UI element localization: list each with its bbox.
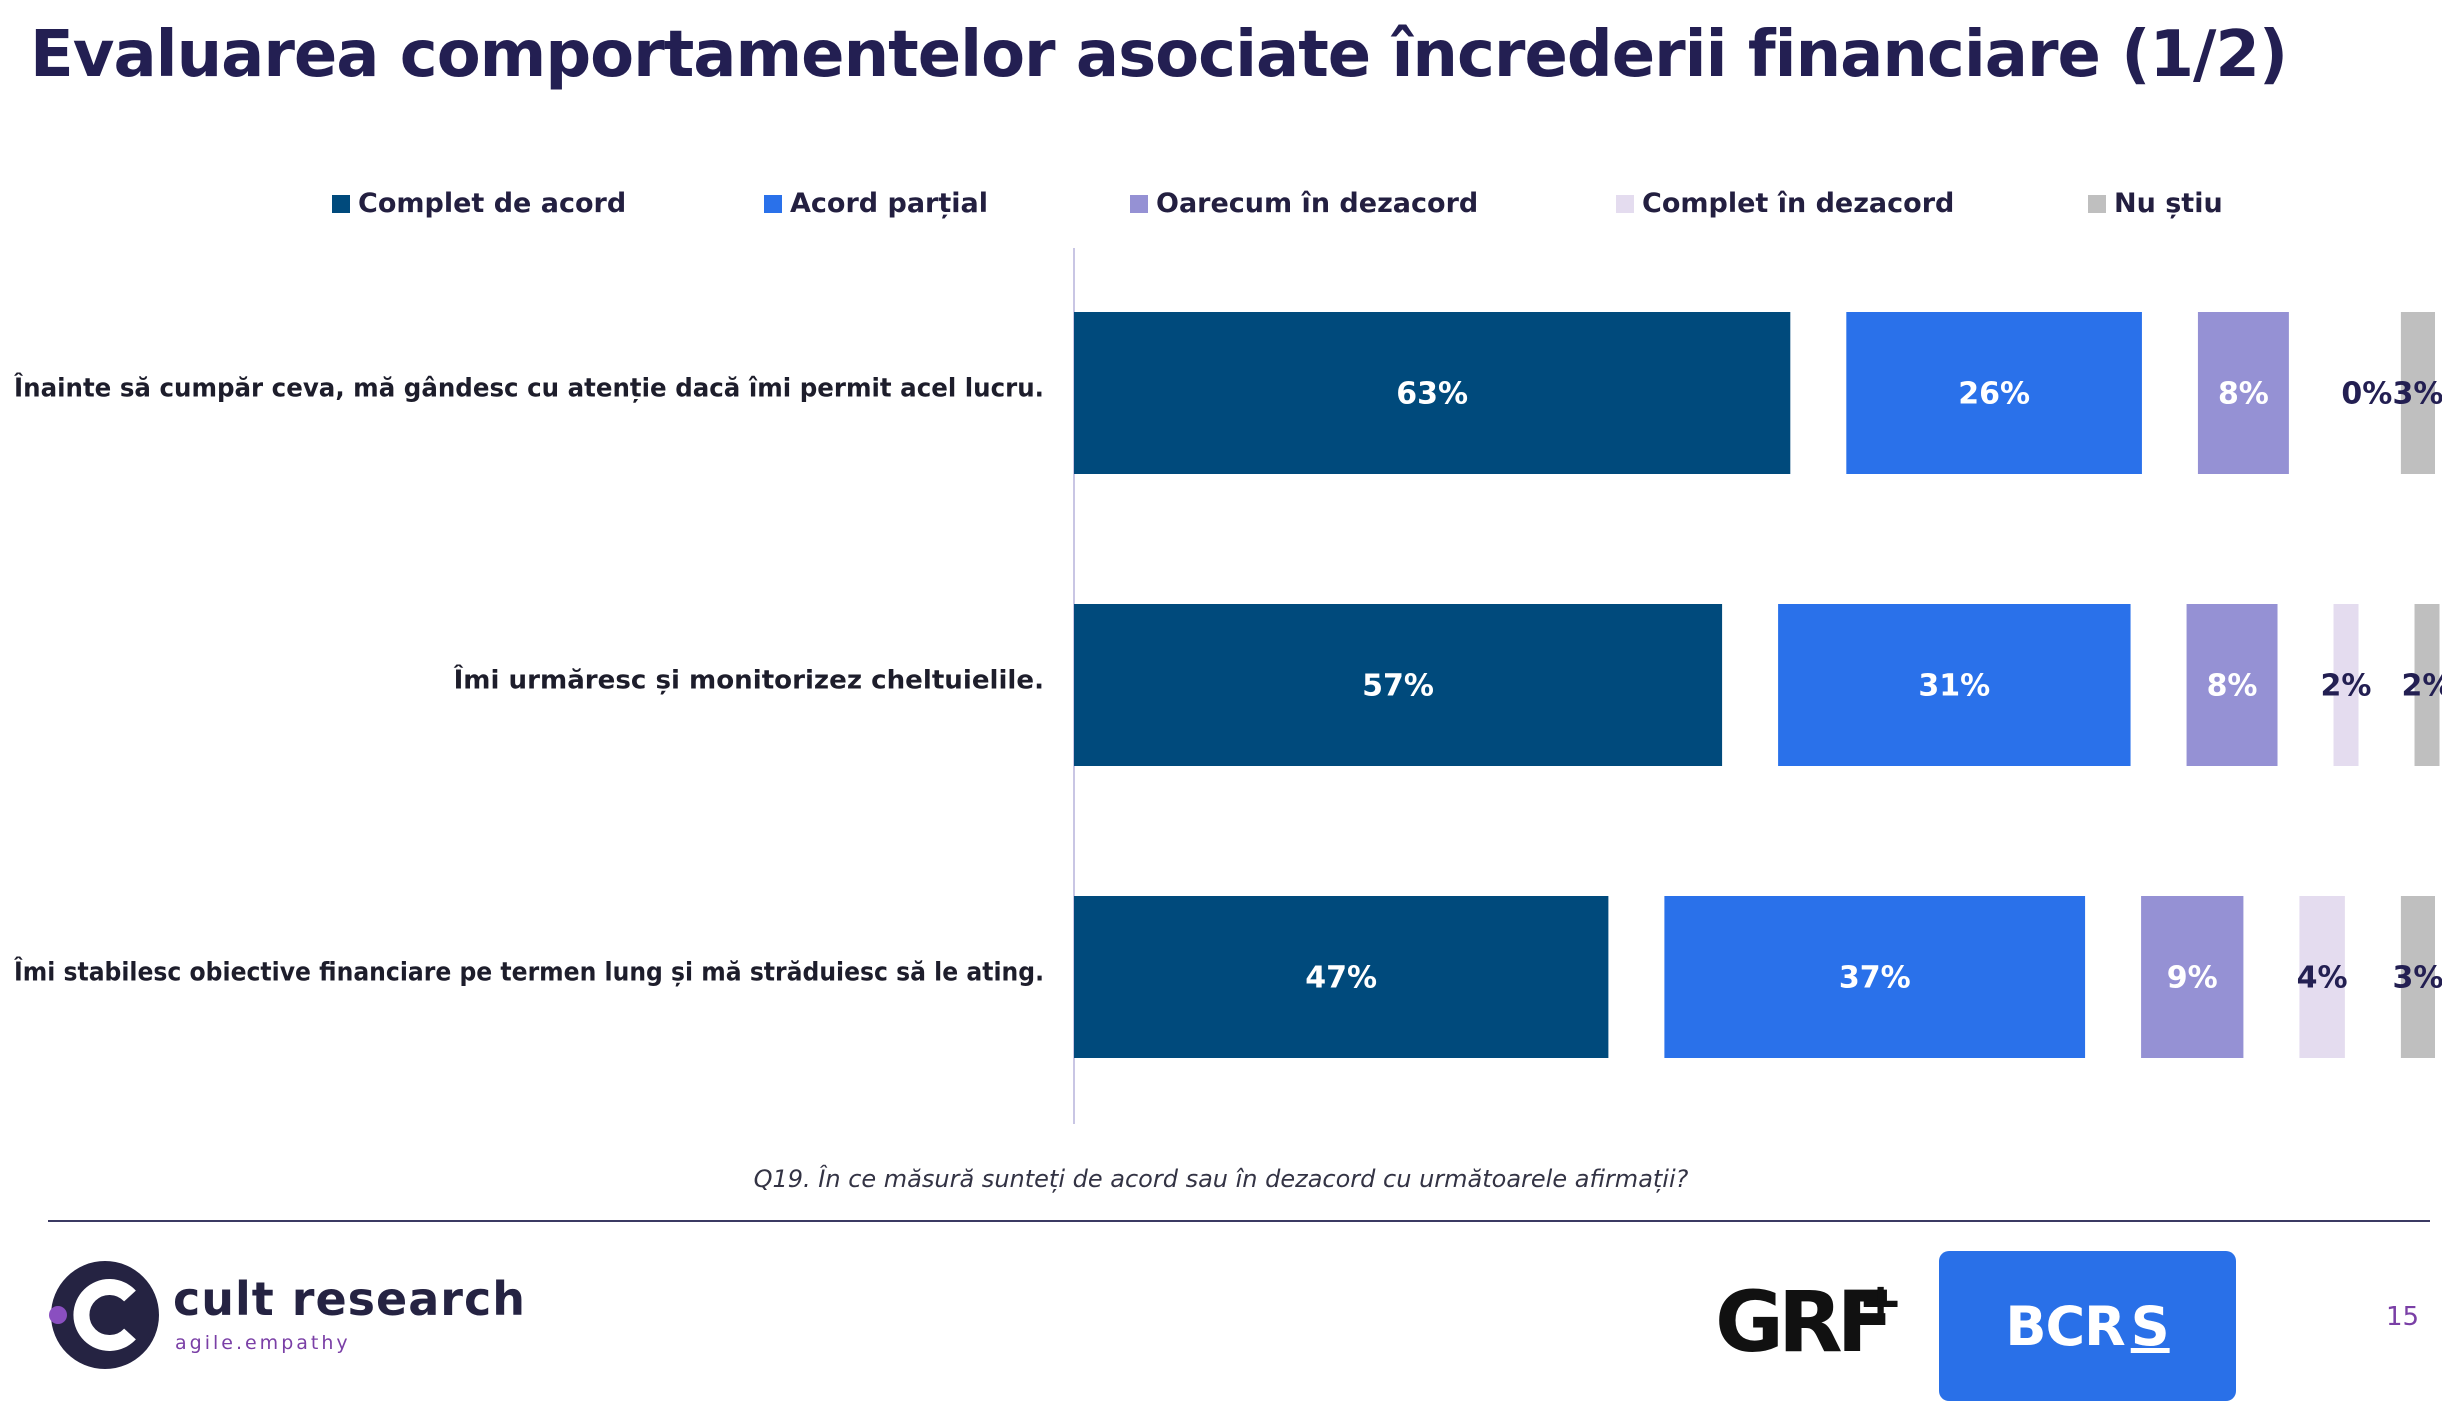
legend-swatch	[1130, 194, 1148, 213]
category-label: Îmi stabilesc obiective financiare pe te…	[14, 956, 1044, 988]
data-label: 2%	[2321, 669, 2372, 704]
legend-swatch	[2088, 194, 2106, 213]
legend-swatch	[764, 194, 782, 213]
category-label: Înainte să cumpăr ceva, mă gândesc cu at…	[14, 372, 1044, 404]
bar-complet-in-dezacord	[2333, 604, 2359, 766]
data-label: 26%	[1958, 377, 2030, 412]
data-label: 31%	[1918, 669, 1990, 704]
legend-item-complet-de-acord: Complet de acord	[332, 188, 626, 219]
legend-item-nu-stiu: Nu știu	[2088, 188, 2223, 219]
bar-oarecum-in-dezacord	[2197, 312, 2289, 474]
cult-research-tagline: agile.empathy	[175, 1332, 351, 1354]
bar-nu-stiu	[2414, 604, 2440, 766]
bar-nu-stiu	[2400, 896, 2435, 1058]
legend-label: Complet în dezacord	[1642, 188, 1955, 219]
legend-swatch	[332, 194, 350, 213]
data-label: 3%	[2392, 377, 2442, 412]
bcr-sign-icon: S	[2130, 1294, 2170, 1358]
bar-acord-partial	[1778, 604, 2131, 766]
bar-complet-in-dezacord	[2299, 896, 2345, 1058]
bcr-logo: BCR S	[1939, 1251, 2236, 1401]
legend-label: Oarecum în dezacord	[1156, 188, 1479, 219]
bar-complet-de-acord	[1074, 896, 1609, 1058]
bar-nu-stiu	[2400, 312, 2435, 474]
grf-logo: GRF	[1715, 1273, 1894, 1371]
bar-oarecum-in-dezacord	[2141, 896, 2244, 1058]
bar-acord-partial	[1664, 896, 2086, 1058]
bar-chart: Înainte să cumpăr ceva, mă gândesc cu at…	[14, 248, 2442, 1124]
data-label: 57%	[1362, 669, 1434, 704]
data-label: 0%	[2341, 377, 2392, 412]
survey-question: Q19. În ce măsură sunteți de acord sau î…	[753, 1165, 1689, 1193]
page-title: Evaluarea comportamentelor asociate încr…	[30, 18, 2288, 92]
footer-divider	[48, 1220, 2430, 1222]
bar-acord-partial	[1846, 312, 2142, 474]
bcr-logo-text: BCR	[2005, 1294, 2125, 1358]
bar-complet-de-acord	[1074, 312, 1791, 474]
data-label: 63%	[1396, 377, 1468, 412]
legend-item-oarecum-in-dezacord: Oarecum în dezacord	[1130, 188, 1478, 219]
category-label: Îmi urmăresc și monitorizez cheltuielile…	[454, 664, 1044, 696]
data-label: 2%	[2402, 669, 2442, 704]
data-label: 8%	[2218, 377, 2269, 412]
legend-label: Complet de acord	[358, 188, 627, 219]
cult-research-name: cult research	[173, 1272, 526, 1326]
data-label: 37%	[1839, 961, 1911, 996]
grf-plus-icon: +	[1858, 1271, 1904, 1334]
cult-research-logo: cult research agile.empathy	[48, 1258, 525, 1378]
legend-item-complet-in-dezacord: Complet în dezacord	[1616, 188, 1954, 219]
data-label: 3%	[2392, 961, 2442, 996]
legend-swatch	[1616, 194, 1634, 213]
data-label: 47%	[1305, 961, 1377, 996]
page-number: 15	[2386, 1302, 2420, 1332]
data-label: 4%	[2297, 961, 2348, 996]
bar-complet-de-acord	[1074, 604, 1723, 766]
legend-label: Nu știu	[2114, 188, 2223, 219]
data-label: 9%	[2167, 961, 2218, 996]
legend-item-acord-partial: Acord parțial	[764, 188, 988, 219]
data-label: 8%	[2207, 669, 2258, 704]
legend-label: Acord parțial	[790, 188, 988, 219]
bar-oarecum-in-dezacord	[2186, 604, 2278, 766]
chart-legend: Complet de acord Acord parțial Oarecum în …	[0, 188, 2442, 228]
cult-c-icon	[49, 1261, 159, 1369]
